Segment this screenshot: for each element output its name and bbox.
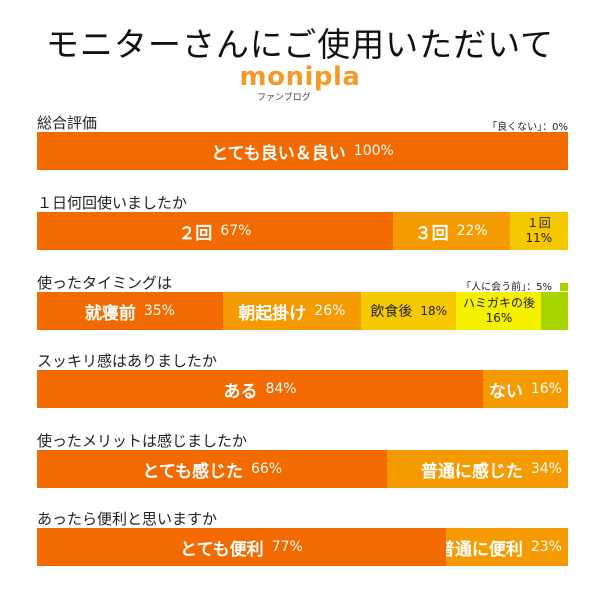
question-1: 総合評価 「良くない」：0% とても良い＆良い 100% xyxy=(37,112,568,170)
bar-segment: ハミガキの後 16% xyxy=(456,292,542,330)
page-title: モニターさんにご使用いただいて xyxy=(45,25,555,64)
question-label: 使ったタイミングは xyxy=(37,274,173,292)
logo-word: monipla xyxy=(239,62,361,92)
bar-segment: １回 11% xyxy=(509,212,568,250)
segment-label: とても便利 xyxy=(180,539,264,560)
question-label: １日何回使いましたか xyxy=(37,194,188,212)
segment-percent: 77% xyxy=(271,539,303,555)
bar-segment: とても便利 77% xyxy=(37,528,446,566)
segment-percent: 84% xyxy=(265,381,297,397)
bar-segment: 就寝前 35% xyxy=(37,292,223,330)
segment-percent: 11% xyxy=(525,231,553,245)
segment-percent: 23% xyxy=(530,539,562,555)
segment-label: ハミガキの後 xyxy=(462,296,535,310)
segment-label: ある xyxy=(223,381,258,402)
segment-label: ２回 xyxy=(178,223,213,244)
segment-label: 普通に便利 xyxy=(445,539,523,560)
segment-percent: 66% xyxy=(250,461,283,477)
monipla-logo: monipla ファンブログ xyxy=(0,62,600,103)
logo-sub: ファンブログ xyxy=(257,93,311,103)
segment-label: 普通に感じた xyxy=(420,461,523,482)
bar-segment: ない 16% xyxy=(483,370,568,408)
bar-segment: とても感じた 66% xyxy=(37,450,388,488)
question-label: 使ったメリットは感じましたか xyxy=(37,432,248,450)
note-text: 「良くない」：0% xyxy=(487,122,568,133)
segment-label: 朝起掛け xyxy=(238,303,307,324)
legend-swatch xyxy=(560,283,568,291)
stacked-bar: とても感じた 66% 普通に感じた 34% xyxy=(37,450,568,488)
question-label: 総合評価 xyxy=(37,114,98,132)
question-2: １日何回使いましたか ２回 67% ３回 22% １回 11% xyxy=(37,192,568,250)
segment-label: ３回 xyxy=(414,223,449,244)
question-6: あったら便利と思いますかとても便利 77% 普通に便利 23% xyxy=(37,508,568,566)
stacked-bar: とても良い＆良い 100% xyxy=(37,132,568,170)
segment-percent: 16% xyxy=(530,381,562,397)
segment-percent: 16% xyxy=(485,311,513,325)
stacked-bar: 就寝前 35% 朝起掛け 26% 飲食後 18% ハミガキの後 16% xyxy=(37,292,568,330)
segment-percent: 26% xyxy=(314,303,346,319)
bar-segment: 普通に感じた 34% xyxy=(387,450,568,488)
segment-percent: 67% xyxy=(220,223,252,239)
question-label: あったら便利と思いますか xyxy=(37,510,218,528)
segment-label: とても感じた xyxy=(142,461,243,482)
question-4: スッキリ感はありましたか ある 84% ない 16% xyxy=(37,350,568,408)
question-5: 使ったメリットは感じましたかとても感じた 66% 普通に感じた 34% xyxy=(37,430,568,488)
stacked-bar: とても便利 77% 普通に便利 23% xyxy=(37,528,568,566)
bar-segment: 飲食後 18% xyxy=(360,292,457,330)
segment-percent: 18% xyxy=(420,304,448,318)
question-note: 「人に会う前」：5% xyxy=(461,278,568,293)
stacked-bar: ２回 67% ３回 22% １回 11% xyxy=(37,212,568,250)
bar-segment: とても良い＆良い 100% xyxy=(37,132,568,170)
segment-label: １回 xyxy=(526,216,551,230)
bar-segment: 朝起掛け 26% xyxy=(222,292,361,330)
bar-segment: ２回 67% xyxy=(37,212,393,250)
bar-segment: ３回 22% xyxy=(392,212,510,250)
note-text: 「人に会う前」：5% xyxy=(461,282,552,293)
bar-segment xyxy=(541,292,568,330)
segment-percent: 22% xyxy=(456,223,488,239)
segment-label: とても良い＆良い xyxy=(211,143,346,164)
segment-percent: 100% xyxy=(353,143,394,159)
segment-label: 飲食後 xyxy=(370,304,413,320)
segment-percent: 34% xyxy=(530,461,562,477)
segment-percent: 35% xyxy=(143,303,175,319)
question-label: スッキリ感はありましたか xyxy=(37,352,218,370)
question-3: 使ったタイミングは 「人に会う前」：5% 就寝前 35% 朝起掛け 26% 飲食後 18% ハミ… xyxy=(37,272,568,330)
bar-segment: ある 84% xyxy=(37,370,484,408)
segment-label: 就寝前 xyxy=(84,303,136,324)
segment-label: ない xyxy=(488,381,523,402)
question-note: 「良くない」：0% xyxy=(487,118,568,133)
stacked-bar: ある 84% ない 16% xyxy=(37,370,568,408)
bar-segment: 普通に便利 23% xyxy=(445,528,568,566)
